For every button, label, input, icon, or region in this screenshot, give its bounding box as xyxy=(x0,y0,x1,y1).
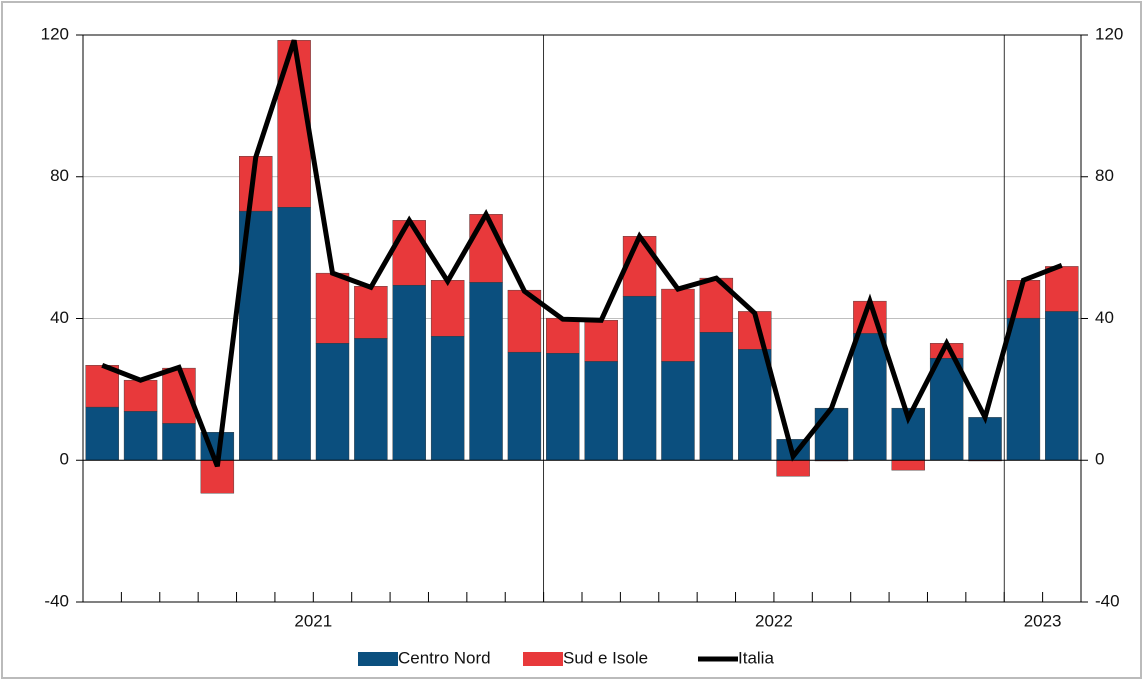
bar xyxy=(85,406,119,461)
bar xyxy=(929,357,964,461)
bar xyxy=(814,407,849,461)
legend-swatch xyxy=(523,652,563,666)
bar xyxy=(661,361,695,461)
y2-tick-label: 120 xyxy=(1095,24,1123,43)
bar xyxy=(546,317,580,354)
bar xyxy=(1006,317,1041,461)
bar xyxy=(277,207,311,461)
bar xyxy=(315,343,350,461)
y-tick-label: -40 xyxy=(44,591,69,610)
bar xyxy=(277,40,311,208)
y2-tick-label: 80 xyxy=(1095,166,1114,185)
bar xyxy=(546,353,580,461)
bar xyxy=(469,282,503,461)
bar xyxy=(430,280,465,337)
bar xyxy=(622,295,657,461)
legend-label: Italia xyxy=(738,648,774,667)
bar xyxy=(738,349,772,461)
bar xyxy=(469,214,503,283)
x-group-label: 2022 xyxy=(755,611,793,630)
bar xyxy=(430,336,465,461)
y2-tick-label: 40 xyxy=(1095,308,1114,327)
bar xyxy=(699,277,734,333)
bar xyxy=(85,365,119,408)
bar xyxy=(1045,311,1079,461)
y2-tick-label: -40 xyxy=(1095,591,1120,610)
bar xyxy=(354,286,388,339)
bar xyxy=(392,220,426,286)
bar xyxy=(661,288,695,362)
x-group-label: 2021 xyxy=(294,611,332,630)
y-tick-label: 80 xyxy=(50,166,69,185)
bar xyxy=(853,333,887,461)
line xyxy=(101,39,1063,468)
y-tick-label: 40 xyxy=(50,308,69,327)
bar xyxy=(968,417,1002,461)
bar xyxy=(584,320,618,362)
legend-swatch xyxy=(358,652,398,666)
bar xyxy=(392,284,426,461)
legend-label: Sud e Isole xyxy=(563,648,648,667)
bar xyxy=(123,411,158,461)
bar xyxy=(584,361,618,461)
bar xyxy=(699,332,734,461)
legend-label: Centro Nord xyxy=(398,648,491,667)
bar xyxy=(315,272,350,344)
bar xyxy=(162,423,196,461)
bar xyxy=(891,460,925,471)
x-group-label: 2023 xyxy=(1024,611,1062,630)
bar xyxy=(776,460,810,477)
y-tick-label: 120 xyxy=(41,24,69,43)
bar xyxy=(123,379,158,412)
y-tick-label: 0 xyxy=(60,450,69,469)
bar xyxy=(354,338,388,461)
bar xyxy=(1045,266,1079,312)
y2-tick-label: 0 xyxy=(1095,450,1104,469)
bar xyxy=(507,351,542,461)
plot-border xyxy=(82,34,1082,603)
